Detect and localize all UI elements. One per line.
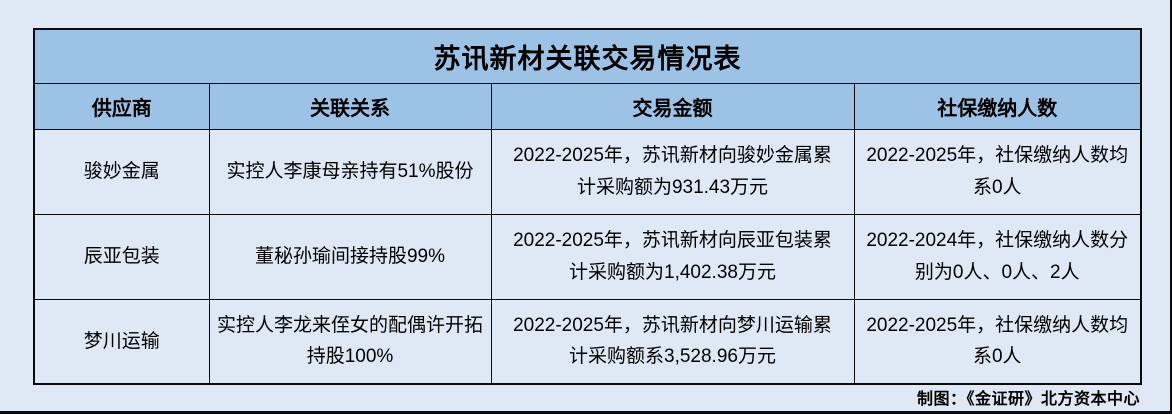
cell-relation: 实控人李康母亲持有51%股份 bbox=[208, 128, 492, 215]
header-row: 供应商 关联关系 交易金额 社保缴纳人数 bbox=[33, 82, 1142, 130]
bottom-border-line bbox=[0, 411, 1172, 414]
table-title: 苏讯新材关联交易情况表 bbox=[33, 28, 1142, 84]
col-header-social-security: 社保缴纳人数 bbox=[853, 82, 1142, 130]
cell-amount: 2022-2025年，苏讯新材向辰亚包装累计采购额为1,402.38万元 bbox=[490, 213, 855, 300]
cell-social-security: 2022-2025年，社保缴纳人数均系0人 bbox=[853, 298, 1142, 385]
table-row: 梦川运输 实控人李龙来侄女的配偶许开拓持股100% 2022-2025年，苏讯新… bbox=[33, 298, 1142, 385]
cell-social-security: 2022-2024年，社保缴纳人数分别为0人、0人、2人 bbox=[853, 213, 1142, 300]
right-border-line bbox=[1170, 0, 1172, 414]
cell-relation: 实控人李龙来侄女的配偶许开拓持股100% bbox=[208, 298, 492, 385]
cell-relation: 董秘孙瑜间接持股99% bbox=[208, 213, 492, 300]
table-row: 骏妙金属 实控人李康母亲持有51%股份 2022-2025年，苏讯新材向骏妙金属… bbox=[33, 128, 1142, 215]
cell-amount: 2022-2025年，苏讯新材向梦川运输累计采购额系3,528.96万元 bbox=[490, 298, 855, 385]
cell-supplier: 辰亚包装 bbox=[33, 213, 210, 300]
col-header-relation: 关联关系 bbox=[208, 82, 492, 130]
col-header-supplier: 供应商 bbox=[33, 82, 210, 130]
cell-social-security: 2022-2025年，社保缴纳人数均系0人 bbox=[853, 128, 1142, 215]
cell-amount: 2022-2025年，苏讯新材向骏妙金属累计采购额为931.43万元 bbox=[490, 128, 855, 215]
cell-supplier: 梦川运输 bbox=[33, 298, 210, 385]
related-transactions-table: 苏讯新材关联交易情况表 供应商 关联关系 交易金额 社保缴纳人数 骏妙金属 实控… bbox=[33, 28, 1142, 385]
credit-caption: 制图：《金证研》北方资本中心 bbox=[916, 391, 1140, 408]
title-row: 苏讯新材关联交易情况表 bbox=[33, 28, 1142, 84]
cell-supplier: 骏妙金属 bbox=[33, 128, 210, 215]
table-row: 辰亚包装 董秘孙瑜间接持股99% 2022-2025年，苏讯新材向辰亚包装累计采… bbox=[33, 213, 1142, 300]
col-header-amount: 交易金额 bbox=[490, 82, 855, 130]
